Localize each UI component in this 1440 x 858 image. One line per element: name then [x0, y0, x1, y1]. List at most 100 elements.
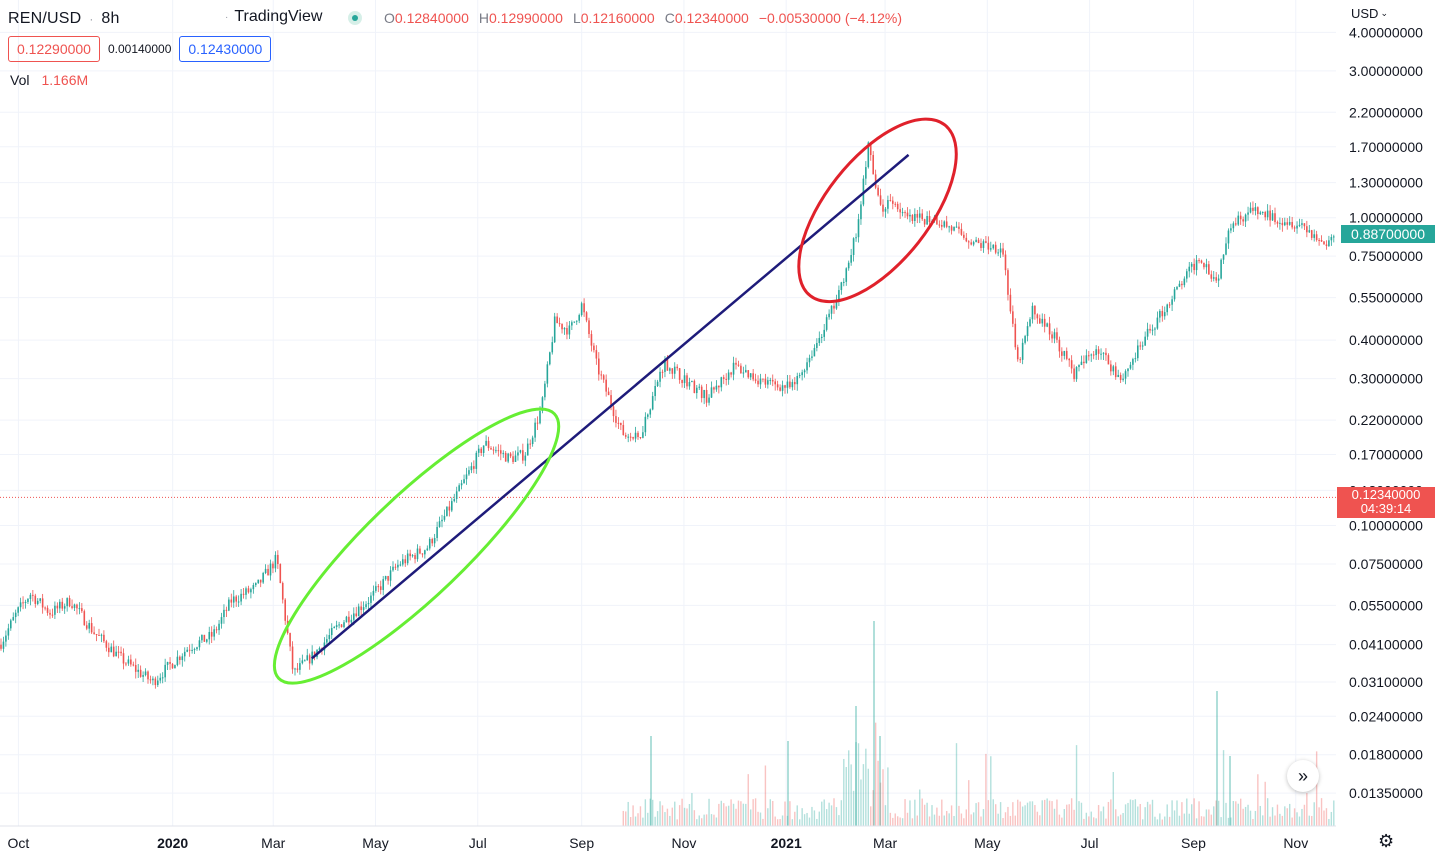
- candle-body: [1107, 355, 1110, 365]
- volume-bar: [833, 798, 835, 826]
- candle-body: [142, 675, 144, 677]
- volume-bar: [1217, 800, 1220, 826]
- candle-body: [985, 241, 987, 243]
- volume-bar: [997, 813, 999, 826]
- candle-body: [281, 583, 284, 600]
- current-price-badge: 0.12340000 04:39:14: [1337, 487, 1435, 519]
- volume-bar: [1318, 807, 1320, 826]
- buy-button[interactable]: 0.12430000: [179, 36, 272, 62]
- volume-bar: [1061, 817, 1063, 826]
- volume-bar: [1117, 816, 1119, 826]
- volume-bar: [703, 814, 705, 826]
- symbol-header[interactable]: REN/USD · 8h: [8, 6, 120, 32]
- volume-bar: [1225, 802, 1227, 826]
- candle-body: [377, 586, 380, 588]
- candle-body: [259, 579, 262, 583]
- candle-body: [644, 416, 647, 433]
- candle-body: [122, 653, 125, 664]
- chevron-down-icon: ⌄: [1380, 8, 1388, 18]
- volume-bar: [1097, 805, 1100, 826]
- spread-value: 0.00140000: [107, 42, 172, 56]
- candle-body: [179, 656, 181, 661]
- candle-body: [279, 564, 282, 584]
- candle-body: [588, 320, 590, 335]
- volume-bar: [737, 800, 740, 826]
- candle-body: [843, 281, 845, 283]
- volume-bar: [901, 818, 904, 826]
- volume-bar: [906, 812, 909, 826]
- volume-bar: [1298, 816, 1301, 826]
- candle-body: [1276, 222, 1279, 224]
- candle-body: [1112, 366, 1115, 372]
- candle-body: [250, 589, 252, 593]
- candle-body: [938, 224, 941, 226]
- candle-body: [637, 432, 639, 438]
- volume-bar: [666, 808, 669, 826]
- candle-body: [157, 680, 159, 686]
- candle-body: [328, 635, 331, 640]
- interval-label[interactable]: 8h: [101, 10, 120, 27]
- candle-body: [218, 623, 220, 631]
- market-status-icon[interactable]: [348, 11, 362, 25]
- candle-body: [517, 452, 519, 456]
- candle-body: [1181, 283, 1183, 286]
- candle-body: [656, 381, 659, 387]
- volume-legend[interactable]: Vol 1.166M: [10, 72, 88, 88]
- volume-bar: [919, 789, 921, 826]
- double-chevron-right-icon[interactable]: »: [1287, 760, 1319, 792]
- candle-body: [580, 303, 583, 316]
- candle-body: [206, 639, 208, 642]
- volume-bar: [803, 814, 806, 826]
- candle-body: [5, 635, 7, 642]
- volume-bar: [1252, 818, 1254, 826]
- ohlc-high: H0.12990000: [478, 10, 563, 26]
- candle-body: [112, 646, 115, 657]
- volume-bar: [1293, 808, 1296, 826]
- candle-body: [54, 605, 56, 615]
- candle-body: [294, 668, 296, 670]
- candle-body: [725, 378, 727, 380]
- candle-body: [468, 470, 470, 475]
- volume-bar: [1333, 800, 1335, 826]
- candle-body: [789, 381, 791, 388]
- volume-bar: [865, 748, 867, 826]
- candle-body: [71, 606, 73, 608]
- volume-bar: [1198, 801, 1200, 826]
- candle-body: [838, 290, 840, 301]
- volume-bar: [1095, 818, 1097, 826]
- volume-bar: [1178, 815, 1181, 826]
- candle-body: [882, 204, 884, 212]
- candle-body: [818, 337, 821, 344]
- volume-bar: [848, 750, 850, 826]
- symbol-name[interactable]: REN/USD: [8, 10, 82, 27]
- candle-body: [700, 386, 703, 399]
- candle-body: [330, 627, 333, 636]
- candle-body: [541, 397, 544, 412]
- currency-selector[interactable]: USD ⌄: [1351, 6, 1388, 21]
- candle-body: [223, 609, 225, 618]
- candle-body: [1303, 223, 1306, 227]
- candle-body: [534, 422, 536, 438]
- volume-bar: [644, 799, 647, 826]
- candle-body: [703, 389, 705, 399]
- candle-body: [948, 226, 950, 228]
- candle-body: [965, 237, 968, 242]
- sell-button[interactable]: 0.12290000: [8, 36, 100, 62]
- gear-icon[interactable]: ⚙: [1378, 831, 1395, 851]
- volume-bar: [972, 812, 975, 826]
- volume-bar: [1286, 808, 1288, 826]
- candle-body: [647, 414, 649, 417]
- candle-body: [571, 322, 573, 326]
- candle-body: [132, 664, 135, 666]
- candle-body: [492, 449, 495, 451]
- candle-body: [563, 328, 566, 330]
- candle-body: [455, 491, 458, 500]
- candle-body: [169, 661, 171, 664]
- volume-bar: [1220, 817, 1222, 826]
- candle-body: [424, 550, 426, 555]
- candle-body: [475, 452, 478, 469]
- volume-bar: [676, 819, 678, 826]
- candle-body: [340, 624, 343, 628]
- candle-body: [215, 629, 218, 631]
